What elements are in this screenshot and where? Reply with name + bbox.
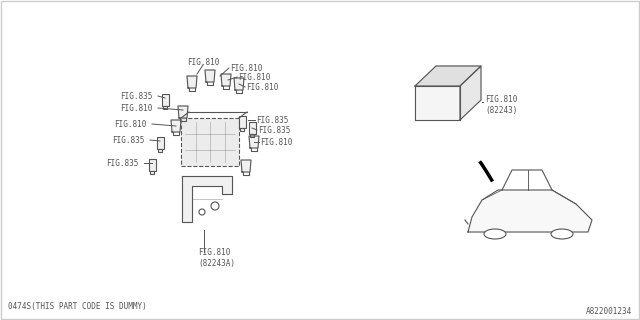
Bar xyxy=(239,128,244,131)
Polygon shape xyxy=(241,160,251,172)
Polygon shape xyxy=(182,176,232,222)
Text: FIG.810: FIG.810 xyxy=(230,63,262,73)
Polygon shape xyxy=(205,70,215,82)
Text: FIG.810: FIG.810 xyxy=(120,103,152,113)
Bar xyxy=(150,171,154,174)
Text: FIG.810: FIG.810 xyxy=(238,73,270,82)
Text: FIG.810
(82243): FIG.810 (82243) xyxy=(485,95,517,115)
Bar xyxy=(181,118,239,166)
Ellipse shape xyxy=(551,229,573,239)
Text: 0474S(THIS PART CODE IS DUMMY): 0474S(THIS PART CODE IS DUMMY) xyxy=(8,301,147,310)
Circle shape xyxy=(199,209,205,215)
Text: FIG.810
(82243A): FIG.810 (82243A) xyxy=(198,248,235,268)
Bar xyxy=(250,134,254,137)
Bar xyxy=(248,122,255,134)
Bar xyxy=(148,159,156,171)
Text: FIG.835: FIG.835 xyxy=(120,92,152,100)
Polygon shape xyxy=(415,86,460,120)
Text: FIG.810: FIG.810 xyxy=(187,58,219,67)
Polygon shape xyxy=(468,190,592,232)
Text: FIG.835: FIG.835 xyxy=(106,158,138,167)
Text: FIG.810: FIG.810 xyxy=(246,83,278,92)
Text: A822001234: A822001234 xyxy=(586,308,632,316)
Polygon shape xyxy=(178,106,188,118)
Circle shape xyxy=(211,202,219,210)
Text: FIG.835: FIG.835 xyxy=(112,135,145,145)
Text: FIG.810: FIG.810 xyxy=(260,138,292,147)
Polygon shape xyxy=(187,76,197,88)
Polygon shape xyxy=(234,78,244,90)
Text: FIG.835: FIG.835 xyxy=(256,116,289,124)
Text: FIG.810: FIG.810 xyxy=(114,119,147,129)
Polygon shape xyxy=(415,66,481,86)
Bar xyxy=(157,137,163,149)
Ellipse shape xyxy=(484,229,506,239)
Text: FIG.835: FIG.835 xyxy=(258,125,291,134)
Polygon shape xyxy=(249,136,259,148)
Polygon shape xyxy=(460,66,481,120)
Polygon shape xyxy=(221,74,231,86)
Bar xyxy=(157,149,163,152)
Polygon shape xyxy=(171,120,181,132)
Bar xyxy=(239,116,246,128)
Bar xyxy=(161,94,168,106)
Bar xyxy=(163,106,167,109)
